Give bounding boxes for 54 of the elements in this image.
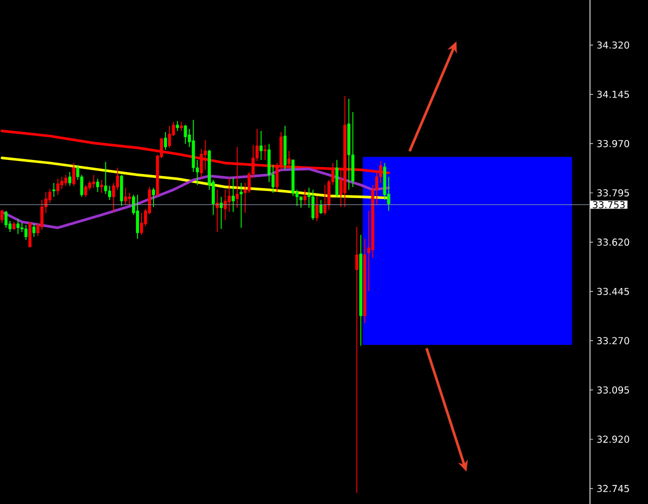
candlestick (4, 210, 8, 228)
candlestick (323, 184, 326, 216)
y-tick-label: 33.270 (597, 337, 630, 344)
candlestick (24, 224, 28, 240)
y-tick-label: 33.620 (597, 238, 630, 246)
candlestick (56, 178, 60, 196)
y-tick-label: 34.145 (597, 90, 629, 98)
candlestick (40, 199, 44, 230)
candlestick (108, 185, 112, 200)
candlestick (164, 132, 167, 150)
candlestick (124, 187, 128, 206)
candlestick (260, 130, 263, 160)
candlestick (303, 189, 306, 206)
candlestick (100, 179, 104, 194)
y-tick-label: 32.920 (597, 436, 630, 443)
candlestick (315, 196, 318, 222)
candlestick (140, 212, 144, 236)
candlestick (184, 124, 187, 144)
candlestick (288, 150, 291, 168)
candlestick (32, 223, 36, 238)
candlestick (0, 209, 4, 224)
candlestick (224, 189, 227, 220)
y-tick-label: 33.445 (597, 288, 629, 296)
candlestick (84, 184, 88, 198)
y-tick-label: 33.795 (597, 189, 629, 196)
candlestick (355, 226, 358, 494)
candlestick (232, 177, 235, 212)
candlestick (264, 144, 267, 160)
candlestick (64, 174, 68, 186)
candlestick (72, 162, 76, 186)
y-tick-label: 33.970 (597, 140, 630, 148)
ref-line-label: 33.753 (592, 201, 625, 208)
y-tick-label: 33.095 (597, 386, 629, 394)
candlestick (104, 161, 108, 194)
candlestick (128, 192, 132, 206)
candlestick (228, 177, 231, 212)
candlestick (240, 182, 243, 228)
candlestick (311, 189, 314, 220)
candlestick (176, 120, 179, 132)
candlestick (168, 125, 171, 148)
y-tick-label: 34.320 (597, 41, 630, 49)
y-tick-label: 32.745 (597, 484, 629, 492)
candlestick (216, 189, 219, 232)
candlestick (152, 187, 156, 208)
candlestick (52, 182, 56, 198)
candlestick (220, 196, 223, 230)
candlestick (136, 194, 140, 240)
candlestick (180, 121, 183, 132)
candlestick (92, 174, 96, 188)
candlestick (68, 172, 72, 186)
candlestick (96, 178, 100, 192)
candlestick (28, 221, 32, 248)
candlestick (319, 199, 322, 214)
candlestick (16, 218, 20, 234)
